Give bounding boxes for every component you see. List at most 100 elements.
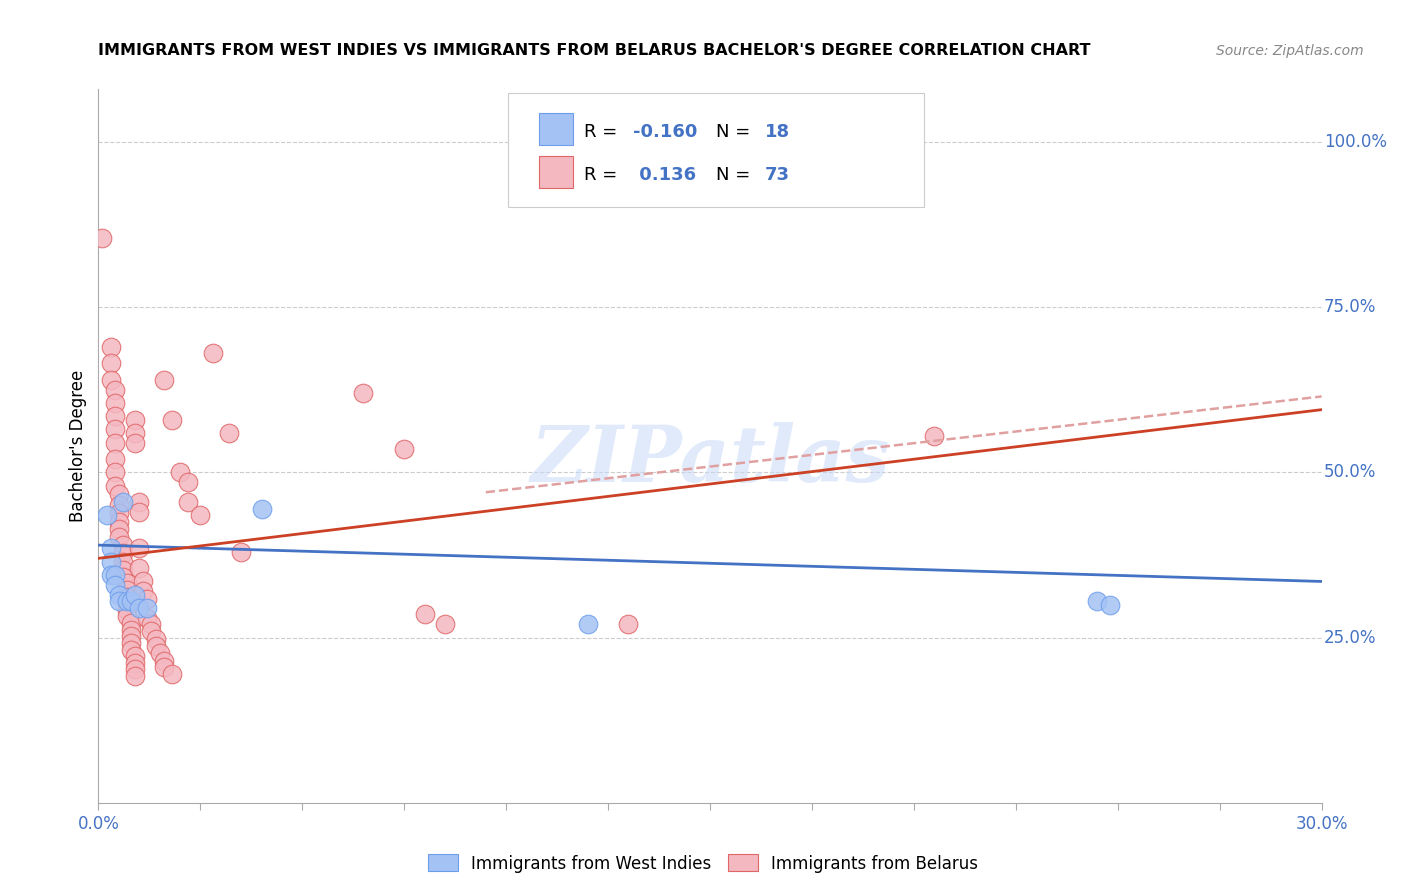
Point [104, 422, 127, 436]
Text: R =: R = [583, 123, 623, 141]
Point [120, 594, 142, 608]
Point [104, 452, 127, 467]
Point [124, 425, 146, 440]
Point [108, 588, 131, 602]
Point [104, 435, 127, 450]
Point [124, 662, 146, 676]
Text: 100.0%: 100.0% [1324, 133, 1388, 151]
Point [177, 475, 200, 490]
Text: -0.160: -0.160 [633, 123, 697, 141]
Point [128, 541, 150, 556]
Point [120, 636, 142, 650]
Point [160, 667, 183, 681]
Point [128, 495, 150, 509]
Point [128, 505, 150, 519]
Text: IMMIGRANTS FROM WEST INDIES VS IMMIGRANTS FROM BELARUS BACHELOR'S DEGREE CORRELA: IMMIGRANTS FROM WEST INDIES VS IMMIGRANT… [98, 43, 1091, 58]
Point [120, 616, 142, 631]
Point [111, 538, 134, 552]
Point [104, 409, 127, 424]
Point [169, 466, 191, 480]
Point [136, 611, 159, 625]
Point [108, 507, 131, 521]
Point [124, 669, 146, 683]
Point [132, 574, 155, 589]
Text: N =: N = [716, 166, 756, 184]
Point [115, 609, 138, 624]
Point [576, 617, 599, 632]
Point [108, 499, 131, 513]
Point [111, 546, 134, 560]
Point [104, 466, 127, 480]
Point [218, 425, 240, 440]
Text: ZIPatlas: ZIPatlas [530, 422, 890, 499]
Text: 73: 73 [765, 166, 790, 184]
Point [104, 396, 127, 410]
Point [1098, 598, 1121, 612]
Point [124, 656, 146, 670]
Point [120, 629, 142, 643]
Y-axis label: Bachelor's Degree: Bachelor's Degree [69, 370, 87, 522]
Point [124, 588, 146, 602]
Point [91, 231, 114, 245]
Point [128, 561, 150, 575]
Point [100, 373, 122, 387]
Point [111, 555, 134, 569]
Point [145, 639, 167, 653]
Point [108, 530, 131, 544]
Text: 75.0%: 75.0% [1324, 298, 1376, 317]
Text: Source: ZipAtlas.com: Source: ZipAtlas.com [1216, 44, 1364, 58]
Point [115, 603, 138, 617]
Point [100, 340, 122, 354]
Text: R =: R = [583, 166, 623, 184]
Point [100, 567, 122, 582]
Point [128, 600, 150, 615]
Point [152, 373, 174, 387]
Point [120, 642, 142, 657]
Point [96, 508, 118, 523]
Point [100, 356, 122, 370]
Point [115, 594, 138, 608]
Point [111, 495, 134, 509]
Point [413, 607, 436, 622]
FancyBboxPatch shape [538, 155, 574, 187]
Point [108, 522, 131, 536]
Text: N =: N = [716, 123, 756, 141]
Point [201, 346, 224, 360]
Point [108, 486, 131, 500]
Point [141, 617, 163, 632]
Text: 25.0%: 25.0% [1324, 629, 1376, 647]
Point [617, 617, 640, 632]
Point [231, 545, 253, 559]
Point [1085, 594, 1108, 608]
Point [104, 478, 127, 492]
Point [115, 590, 138, 604]
Text: 50.0%: 50.0% [1324, 464, 1376, 482]
Point [108, 515, 131, 529]
Point [108, 594, 131, 608]
Text: 18: 18 [765, 123, 790, 141]
Point [124, 435, 146, 450]
Point [141, 624, 163, 638]
Point [104, 578, 127, 592]
Point [149, 647, 172, 661]
Point [115, 596, 138, 610]
FancyBboxPatch shape [508, 93, 924, 207]
Point [132, 584, 155, 599]
FancyBboxPatch shape [538, 112, 574, 145]
Point [111, 570, 134, 584]
Point [136, 600, 159, 615]
Point [392, 442, 416, 457]
Point [160, 412, 183, 426]
Text: 0.136: 0.136 [633, 166, 696, 184]
Point [115, 576, 138, 591]
Point [177, 495, 200, 509]
Point [120, 623, 142, 637]
Point [124, 412, 146, 426]
Point [152, 654, 174, 668]
Point [152, 660, 174, 674]
Point [136, 592, 159, 607]
Point [433, 617, 456, 632]
Point [145, 632, 167, 646]
Point [104, 383, 127, 397]
Legend: Immigrants from West Indies, Immigrants from Belarus: Immigrants from West Indies, Immigrants … [420, 847, 986, 880]
